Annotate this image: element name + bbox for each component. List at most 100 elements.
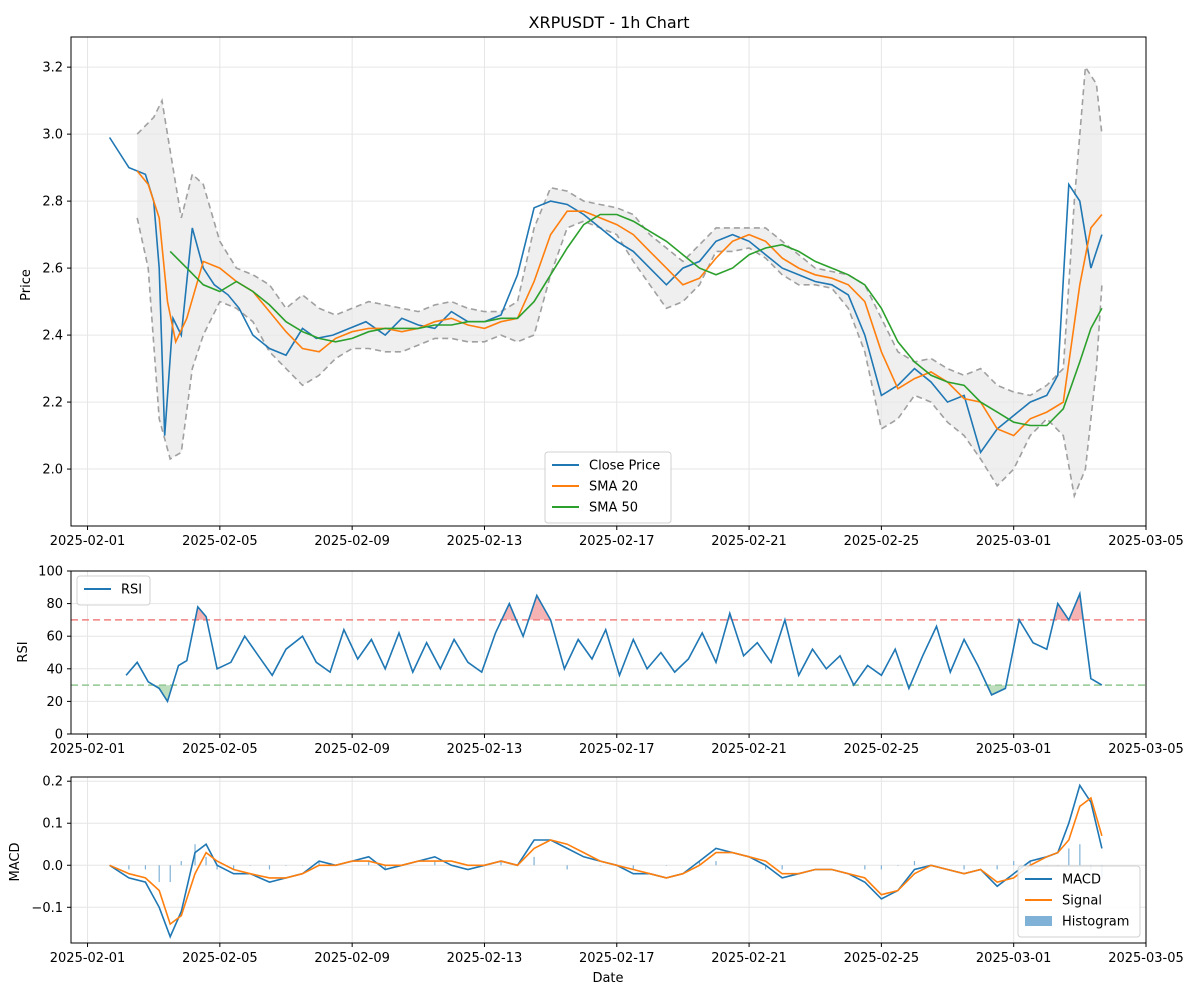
y-tick-label: 2.4 [42,329,63,344]
x-tick-label: 2025-02-21 [711,951,787,966]
y-tick-label: −0.1 [31,901,63,916]
histogram-bar [249,865,251,866]
histogram-bar [1013,861,1015,866]
x-tick-label: 2025-02-25 [844,534,920,549]
histogram-bar [318,861,320,866]
histogram-bar [599,865,601,866]
x-tick-label: 2025-02-09 [314,534,390,549]
x-tick-label: 2025-02-13 [447,742,523,757]
legend-entry-label: Histogram [1062,915,1129,930]
y-tick-label: 80 [46,597,63,612]
histogram-bar [864,865,866,870]
sma50-line [169,213,1103,427]
x-tick-label: 2025-02-01 [50,742,126,757]
rsi-line [125,590,1103,704]
panel-frame [70,36,1147,527]
price-axis-label: Price [19,269,34,301]
histogram-bar [1079,844,1081,866]
plot-area [108,64,1103,499]
histogram-bar [765,865,767,870]
histogram-bar [285,865,287,866]
legend-entry-label: Close Price [589,459,660,474]
upper-band-line [136,64,1103,397]
histogram-bar [216,865,218,870]
histogram-bar [1068,848,1070,866]
y-tick-label: 3.0 [42,128,63,143]
histogram-bar [268,865,271,870]
y-tick-label: 60 [46,630,63,645]
signal-line [109,796,1103,926]
y-tick-label: 100 [38,565,63,580]
histogram-bar [434,861,436,866]
legend: RSI [76,575,151,606]
histogram-bar [144,865,147,870]
histogram-bar [963,865,965,870]
legend-box [544,451,672,524]
x-tick-label: 2025-02-09 [314,951,390,966]
macd-line [109,783,1103,939]
x-tick-label: 2025-02-17 [579,742,655,757]
legend-entry-label: SMA 50 [589,501,638,516]
histogram-bar [1029,861,1031,866]
x-tick-label: 2025-02-01 [50,534,126,549]
y-tick-label: 40 [46,662,63,677]
lower-band-line [136,217,1103,499]
histogram-bar [500,861,502,866]
x-tick-label: 2025-02-25 [844,742,920,757]
histogram-bar [180,861,182,866]
x-tick-label: 2025-02-21 [711,742,787,757]
x-tick-label: 2025-02-05 [182,534,258,549]
legend: Close Price SMA 20 SMA 50 [544,451,672,524]
legend-swatch [1025,916,1052,926]
y-tick-label: 0 [55,728,63,743]
histogram-bar [566,865,568,870]
x-tick-label: 2025-02-05 [182,951,258,966]
legend-entry-label: MACD [1062,873,1101,888]
histogram-bar [698,861,701,866]
chart-title: XRPUSDT - 1h Chart [528,13,689,32]
y-tick-label: 2.8 [42,195,63,210]
x-tick-label: 2025-03-01 [976,951,1052,966]
legend-entry-label: SMA 20 [589,480,638,495]
x-tick-label: 2025-02-17 [579,534,655,549]
x-tick-label: 2025-02-13 [447,534,523,549]
y-tick-label: 2.2 [42,396,63,411]
legend: MACD Signal Histogram [1017,865,1141,938]
panel-frame [70,570,1147,735]
y-tick-label: 0.1 [42,817,63,832]
legend-box [76,575,151,606]
macd-panel: 2025-02-01 2025-02-05 2025-02-09 2025-02-13… [31,775,1183,966]
histogram-bar [128,865,130,870]
histogram-bar [996,865,998,870]
x-tick-label: 2025-02-25 [844,951,920,966]
histogram-bar [632,865,634,870]
y-tick-label: 0.2 [42,775,63,790]
histogram-bar [913,861,916,866]
x-tick-label: 2025-03-05 [1108,742,1184,757]
plot-area [71,590,1146,704]
legend-entry-label: RSI [121,583,142,598]
y-tick-label: 0.0 [42,859,63,874]
x-tick-label: 2025-03-01 [976,534,1052,549]
histogram-bar [880,865,882,870]
x-tick-label: 2025-02-17 [579,951,655,966]
oversold-fill [126,685,1102,702]
bollinger-band-fill [137,67,1102,496]
y-tick-label: 2.6 [42,262,63,277]
x-tick-label: 2025-02-05 [182,742,258,757]
histogram-bar [368,861,370,866]
macd-axis-label: MACD [8,843,23,882]
histogram-bar [158,865,160,883]
y-tick-label: 2.0 [42,463,63,478]
x-tick-label: 2025-03-05 [1108,534,1184,549]
histogram-bar [169,865,171,883]
y-tick-label: 20 [46,695,63,710]
x-tick-label: 2025-03-05 [1108,951,1184,966]
x-tick-label: 2025-02-01 [50,951,126,966]
x-tick-label: 2025-03-01 [976,742,1052,757]
histogram-bar [301,865,304,866]
histogram-bar [715,861,717,866]
y-tick-label: 3.2 [42,61,63,76]
histogram-bar [205,856,207,866]
